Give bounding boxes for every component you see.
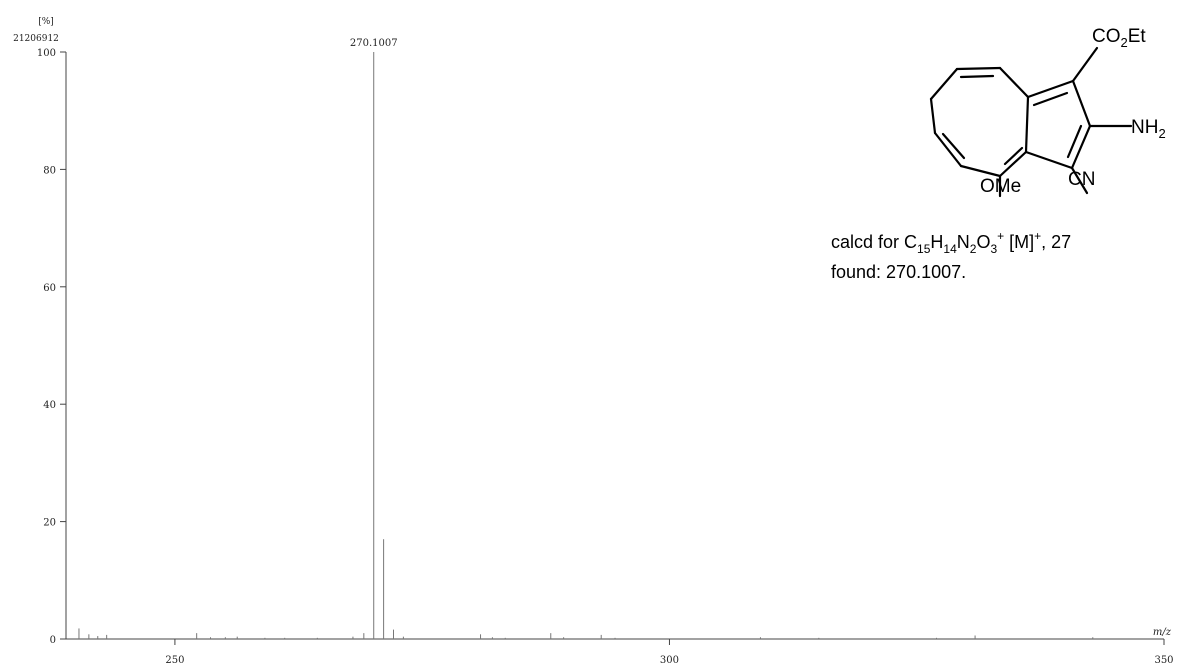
- y-unit-label: [%]: [38, 17, 54, 27]
- y-full-scale-count: 21206912: [13, 34, 59, 44]
- ester-group-label: CO2Et: [1092, 26, 1146, 50]
- amine-group-label: NH2: [1131, 117, 1166, 141]
- x-tick-label: 250: [165, 655, 184, 666]
- spectrum-axes: 0 20 40 60 80 100 250 300 350 [%] 21206912 m/z: [13, 17, 1173, 666]
- spectrum-peaks: [78, 52, 1094, 639]
- methoxy-group-label: OMe: [980, 176, 1021, 197]
- y-tick-label: 60: [43, 283, 56, 294]
- found-mass-line: found: 270.1007.: [831, 262, 966, 282]
- hrms-annotation: calcd for C15H14N2O3+ [M]+, 27 found: 27…: [831, 229, 1071, 282]
- x-axis-ticks: 250 300 350: [165, 639, 1174, 666]
- y-tick-label: 40: [43, 400, 56, 411]
- x-tick-label: 350: [1154, 655, 1173, 666]
- structure-bonds: [929, 46, 1133, 198]
- x-tick-label: 300: [660, 655, 679, 666]
- y-tick-label: 20: [43, 518, 56, 529]
- chemical-structure: CO2Et NH2 CN OMe: [929, 26, 1166, 198]
- nitrile-group-label: CN: [1068, 169, 1095, 190]
- calcd-formula-line: calcd for C15H14N2O3+ [M]+, 27: [831, 229, 1071, 256]
- y-axis-ticks: 0 20 40 60 80 100: [37, 48, 66, 646]
- y-tick-label: 80: [43, 165, 56, 176]
- x-axis-title: m/z: [1153, 627, 1172, 638]
- y-tick-label: 100: [37, 48, 56, 59]
- base-peak-label: 270.1007: [350, 38, 398, 49]
- y-tick-label: 0: [50, 635, 56, 646]
